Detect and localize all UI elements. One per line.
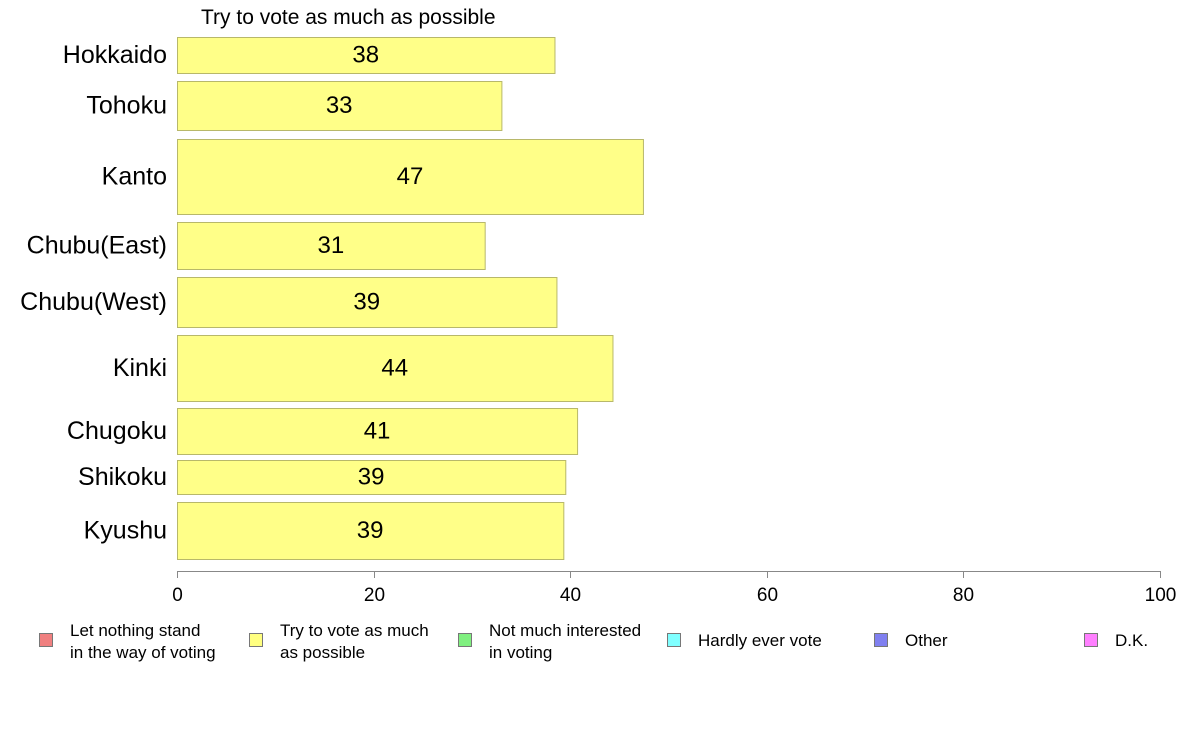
x-tick-label: 20 xyxy=(364,585,385,606)
legend-label: Other xyxy=(905,631,948,650)
bar xyxy=(177,502,565,560)
legend-item: Not much interested in voting xyxy=(458,620,641,664)
legend-swatch xyxy=(874,633,888,647)
data-label: 41 xyxy=(364,418,391,445)
legend-label: Not much interested in voting xyxy=(489,621,642,662)
x-tick-label: 80 xyxy=(953,585,974,606)
bar xyxy=(177,139,644,215)
legend-item: Try to vote as much as possible xyxy=(249,620,429,664)
legend-swatch xyxy=(249,633,263,647)
legend-label: Hardly ever vote xyxy=(698,631,822,650)
bar xyxy=(177,37,556,74)
category-label: Kinki xyxy=(113,354,167,382)
category-label: Shikoku xyxy=(78,463,167,491)
data-label: 38 xyxy=(352,42,379,69)
bar xyxy=(177,460,567,495)
category-label: Chugoku xyxy=(67,417,167,445)
category-label: Tohoku xyxy=(86,92,167,120)
data-label: 33 xyxy=(326,92,353,119)
chart-title: Try to vote as much as possible xyxy=(201,6,496,29)
legend-swatch xyxy=(1084,633,1098,647)
x-tick-label: 100 xyxy=(1145,585,1177,606)
data-label: 47 xyxy=(397,163,424,190)
x-tick-label: 0 xyxy=(172,585,183,606)
bar xyxy=(177,81,503,131)
bar xyxy=(177,222,486,270)
legend: Let nothing stand in the way of voting Tr… xyxy=(0,620,1188,680)
category-label: Chubu(West) xyxy=(20,288,167,316)
legend-item: D.K. xyxy=(1084,620,1148,652)
category-label: Chubu(East) xyxy=(27,232,167,260)
data-label: 39 xyxy=(357,517,384,544)
bar xyxy=(177,335,614,402)
legend-item: Let nothing stand in the way of voting xyxy=(39,620,216,664)
bar xyxy=(177,408,579,455)
legend-label: Try to vote as much as possible xyxy=(280,621,429,662)
data-label: 44 xyxy=(381,355,408,382)
x-tick-label: 60 xyxy=(757,585,778,606)
data-label: 31 xyxy=(317,232,344,259)
legend-item: Hardly ever vote xyxy=(667,620,822,652)
legend-swatch xyxy=(667,633,681,647)
legend-swatch xyxy=(458,633,472,647)
legend-label: D.K. xyxy=(1115,631,1149,650)
legend-swatch xyxy=(39,633,53,647)
category-label: Kyushu xyxy=(84,517,167,545)
data-label: 39 xyxy=(358,464,385,491)
legend-item: Other xyxy=(874,620,948,652)
category-label: Hokkaido xyxy=(63,41,167,69)
legend-label: Let nothing stand in the way of voting xyxy=(70,621,216,662)
x-tick-label: 40 xyxy=(560,585,581,606)
bar xyxy=(177,277,558,328)
bar-chart: Hokkaido 38 Tohoku 33 Kanto 47 Chubu(East) 31 Ch… xyxy=(20,37,1177,606)
category-label: Kanto xyxy=(102,163,167,191)
data-label: 39 xyxy=(353,289,380,316)
